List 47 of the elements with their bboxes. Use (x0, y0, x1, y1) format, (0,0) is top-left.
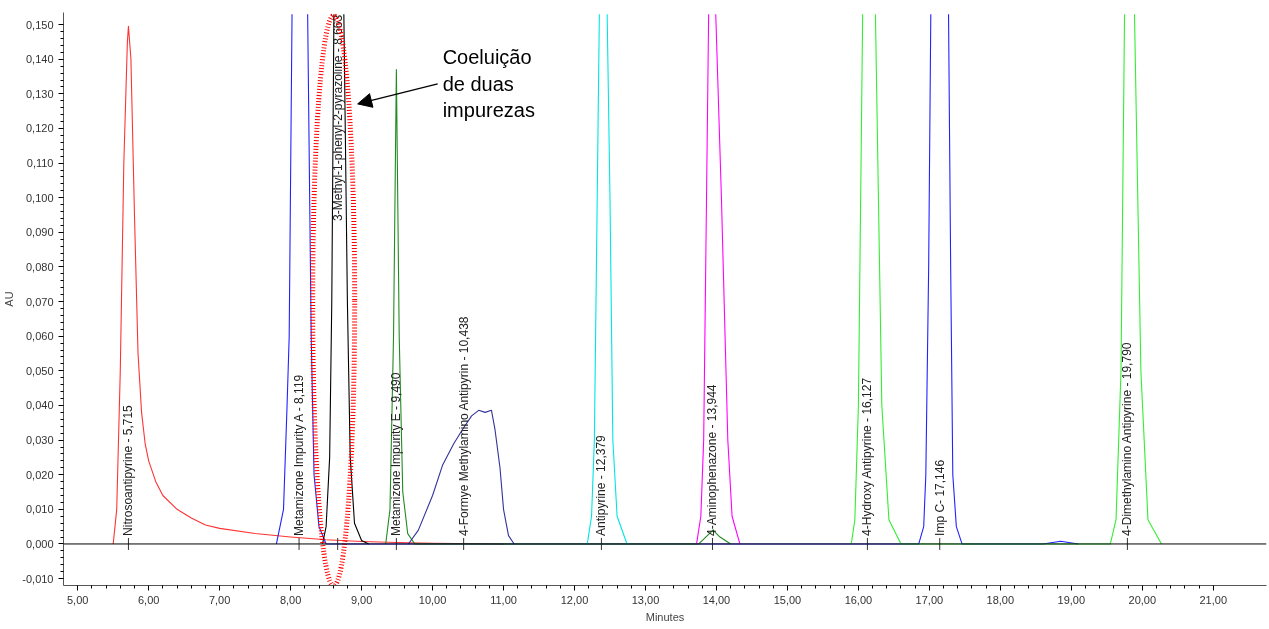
y-tick-label: 0,070 (25, 295, 54, 308)
x-tick-label: 21,00 (1199, 593, 1228, 606)
x-tick-label: 14,00 (702, 593, 731, 606)
x-tick-label: 5,00 (66, 593, 89, 606)
x-tick-label: 15,00 (773, 593, 802, 606)
annotation: 4-Aminophenazone - 13,944 (705, 384, 720, 536)
y-tick-label: 0,130 (25, 87, 54, 100)
y-axis-title: AU (3, 291, 16, 307)
x-tick-label: 16,00 (844, 593, 873, 606)
x-tick-label: 7,00 (208, 593, 231, 606)
y-tick-label: 0,110 (26, 157, 54, 170)
annotation: 4-Hydroxy Antipyrine - 16,127 (860, 377, 875, 536)
y-tick-label: 0,100 (25, 191, 54, 204)
annotation: 3-Methyl-1-phenyl-2-pyrazoline - 8,663 (330, 14, 345, 221)
y-tick-label: 0,050 (25, 364, 54, 377)
annotation: Imp C- 17,146 (932, 459, 947, 536)
x-tick-label: 6,00 (137, 593, 160, 606)
x-tick-label: 9,00 (350, 593, 373, 606)
x-tick-label: 17,00 (915, 593, 944, 606)
y-tick-label: 0,150 (25, 18, 54, 31)
y-tick-label: 0,040 (25, 399, 54, 412)
annotation: Metamizone Impurity E - 9,490 (389, 372, 404, 536)
x-tick-label: 8,00 (279, 593, 302, 606)
y-tick-label: 0,000 (25, 537, 54, 550)
x-tick-label: 19,00 (1057, 593, 1086, 606)
y-tick-label: 0,080 (25, 260, 54, 273)
x-tick-label: 13,00 (631, 593, 660, 606)
y-tick-label: 0,140 (25, 53, 54, 66)
y-tick-label: 0,010 (25, 503, 54, 516)
annotation: Nitrosoantipyrine - 5,715 (121, 404, 136, 536)
annotation: Coeluição de duas impurezas (442, 46, 535, 122)
x-tick-label: 18,00 (986, 593, 1015, 606)
x-axis-title: Minutes (645, 610, 685, 623)
annotation: 4-Dimethylamino Antipyrine - 19,790 (1120, 342, 1135, 536)
y-tick-label: 0,020 (25, 468, 54, 481)
y-tick-label: -0,010 (22, 572, 54, 585)
y-tick-label: 0,060 (25, 330, 54, 343)
annotation: Metamizone Impurity A - 8,119 (292, 374, 307, 536)
annotation: 4-Formye Methylamino Antipyrin - 10,438 (456, 316, 471, 536)
x-tick-label: 12,00 (560, 593, 589, 606)
y-tick-label: 0,090 (25, 226, 54, 239)
y-tick-label: 0,030 (25, 434, 54, 447)
x-tick-label: 10,00 (418, 593, 447, 606)
x-tick-label: 11,00 (490, 593, 517, 606)
annotation: Antipyrine - 12,379 (594, 434, 609, 536)
x-tick-label: 20,00 (1128, 593, 1157, 606)
y-tick-label: 0,120 (25, 122, 54, 135)
